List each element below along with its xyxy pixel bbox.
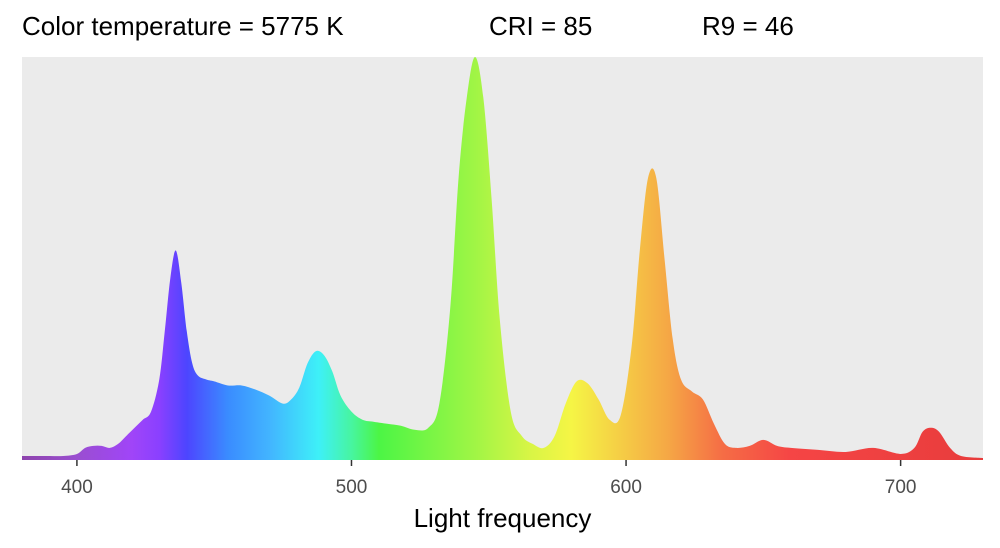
x-tick-label: 400 — [61, 477, 93, 498]
cri-label: CRI = 85 — [489, 11, 593, 41]
x-axis: 400 500 600 700 — [61, 460, 916, 498]
x-tick-label: 600 — [610, 477, 642, 498]
x-tick-label: 700 — [885, 477, 917, 498]
spectrum-area — [22, 57, 983, 460]
color-temperature-label: Color temperature = 5775 K — [22, 11, 344, 41]
r9-label: R9 = 46 — [702, 11, 794, 41]
chart-header: Color temperature = 5775 K CRI = 85 R9 =… — [0, 0, 1000, 56]
x-axis-title: Light frequency — [414, 503, 592, 533]
x-tick-label: 500 — [336, 477, 368, 498]
